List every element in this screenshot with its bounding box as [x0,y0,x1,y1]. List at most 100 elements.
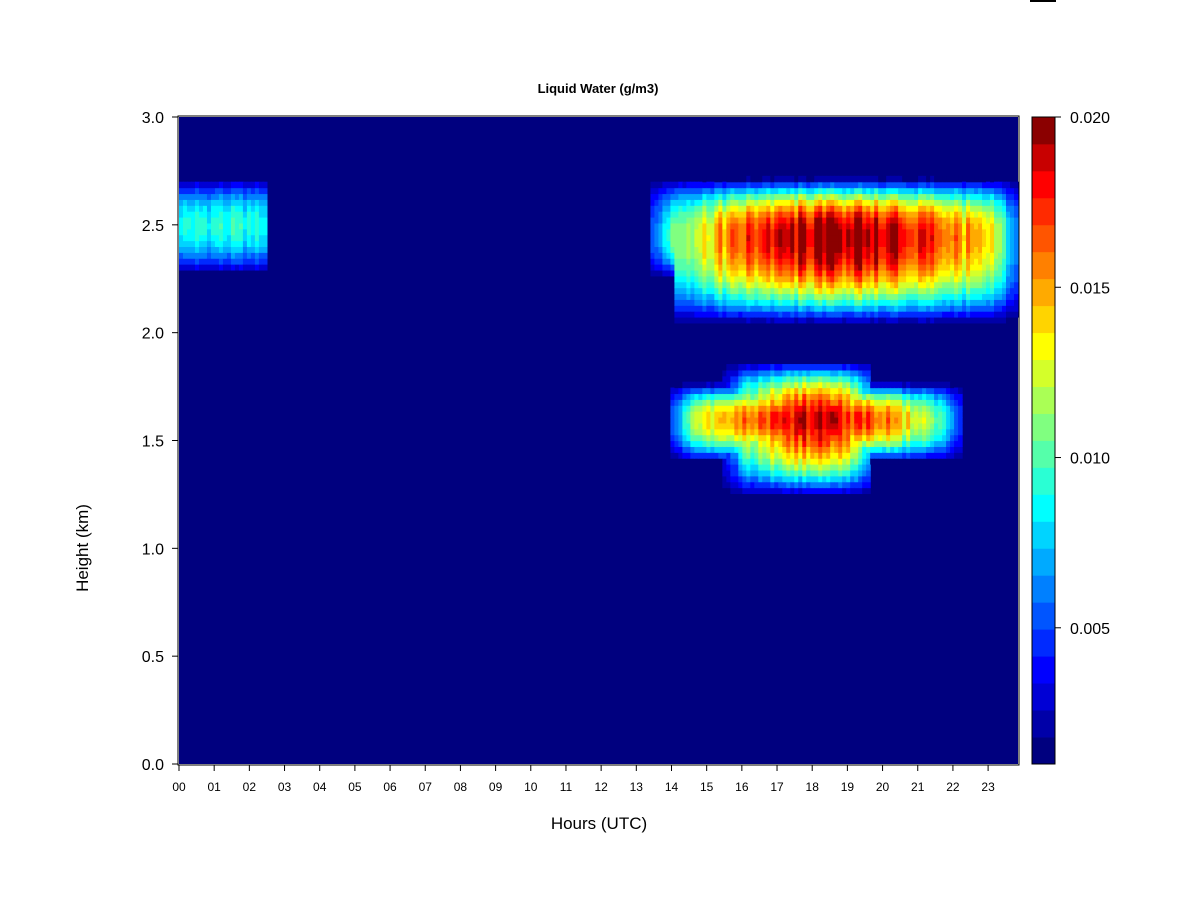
heatmap-cell [786,252,791,259]
heatmap-cell [918,387,923,395]
heatmap-cell [810,181,815,189]
heatmap-cell [778,287,783,295]
heatmap-cell [886,264,891,271]
heatmap-cell [1002,199,1007,206]
heatmap-cell [990,199,995,206]
heatmap-cell [790,428,795,436]
heatmap-cell [810,199,815,206]
heatmap-cell [814,393,819,400]
heatmap-cell [974,269,979,277]
heatmap-cell [758,216,763,224]
heatmap-cell [950,181,955,189]
heatmap-cell [674,405,680,412]
heatmap-cell [830,316,835,324]
heatmap-cell [822,316,827,324]
heatmap-cell [946,275,951,283]
heatmap-cell [742,216,747,224]
heatmap-cell [898,458,903,465]
heatmap-cell [1010,269,1015,277]
heatmap-cell [702,387,707,395]
heatmap-cell [974,193,979,200]
heatmap-cell [862,428,867,436]
heatmap-cell [706,240,711,247]
heatmap-cell [682,211,687,218]
heatmap-cell [710,316,715,324]
heatmap-cell [250,199,256,206]
heatmap-cell [986,181,991,189]
heatmap-cell [938,246,943,253]
heatmap-cell [942,264,947,271]
heatmap-cell [694,411,699,418]
heatmap-cell [930,316,935,324]
heatmap-cell [902,252,907,259]
heatmap-cell [978,299,983,306]
heatmap-cell [714,422,719,430]
heatmap-cell [930,199,935,206]
heatmap-cell [806,440,811,447]
heatmap-cell [742,422,747,430]
heatmap-cell [842,375,847,383]
heatmap-cell [198,246,204,253]
heatmap-cell [878,175,883,183]
heatmap-cell [850,399,855,406]
heatmap-cell [750,381,755,389]
heatmap-cell [946,240,951,247]
heatmap-cell [710,299,715,306]
heatmap-cell [818,228,823,236]
heatmap-cell [742,399,747,406]
heatmap-cell [902,399,907,406]
heatmap-cell [910,399,915,406]
heatmap-cell [678,393,683,400]
heatmap-cell [726,440,731,447]
heatmap-cell [854,246,859,253]
heatmap-cell [878,281,883,289]
heatmap-cell [766,464,771,471]
heatmap-cell [942,299,947,306]
heatmap-cell [834,287,839,295]
heatmap-cell [742,440,747,447]
heatmap-cell [198,193,204,200]
heatmap-cell [758,293,763,300]
heatmap-cell [706,416,711,424]
heatmap-cell [910,416,915,424]
heatmap-cell [934,393,939,400]
heatmap-cell [742,293,747,300]
heatmap-cell [770,175,775,183]
heatmap-cell [862,187,867,195]
heatmap-cell [922,381,927,389]
heatmap-cell [942,452,947,459]
heatmap-cell [950,399,955,406]
heatmap-cell [894,199,899,206]
heatmap-cell [822,428,827,436]
heatmap-cell [966,222,971,230]
heatmap-cell [782,316,787,324]
heatmap-cell [730,452,735,459]
heatmap-cell [246,216,252,224]
heatmap-cell [902,211,907,218]
heatmap-cell [714,269,719,277]
heatmap-cell [998,181,1003,189]
heatmap-cell [926,299,931,306]
heatmap-cell [810,205,815,212]
heatmap-cell [1002,264,1007,271]
heatmap-cell [806,452,811,459]
heatmap-cell [198,252,204,259]
heatmap-cell [750,458,755,465]
heatmap-cell [986,222,991,230]
heatmap-cell [870,258,875,265]
heatmap-cell [766,193,771,200]
heatmap-cell [910,299,915,306]
heatmap-cell [778,258,783,265]
heatmap-cell [790,252,795,259]
heatmap-cell [962,275,967,283]
heatmap-cell [726,211,731,218]
heatmap-cell [730,475,735,483]
heatmap-cell [786,452,791,459]
heatmap-cell [694,252,699,259]
heatmap-cell [702,422,707,430]
heatmap-cell [954,175,959,183]
heatmap-cell [702,228,707,236]
heatmap-cell [750,440,755,447]
heatmap-cell [922,252,927,259]
heatmap-cell [686,205,691,212]
